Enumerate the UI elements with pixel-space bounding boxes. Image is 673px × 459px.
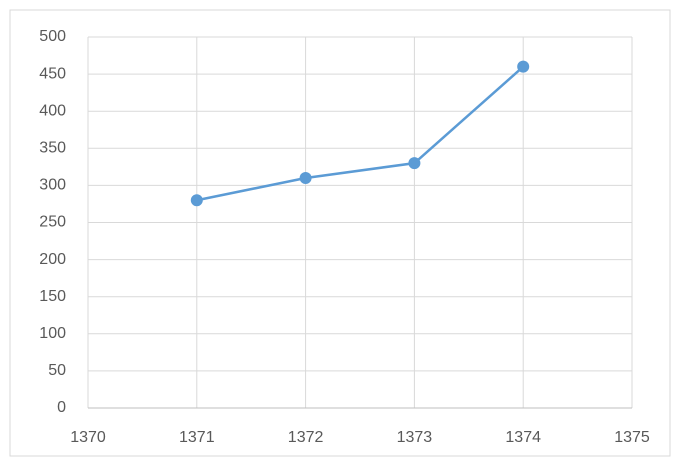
chart: 0 50 100 150 200 250 300 350 400 450 500 1370 1371 13… [0, 0, 673, 459]
marker [517, 61, 529, 73]
chart-frame [10, 10, 670, 456]
marker [408, 157, 420, 169]
y-tick-label: 300 [39, 177, 66, 194]
x-tick-label: 1374 [505, 429, 541, 446]
y-tick-label: 250 [39, 214, 66, 231]
y-tick-label: 450 [39, 65, 66, 82]
y-tick-label: 350 [39, 140, 66, 157]
marker [191, 194, 203, 206]
x-tick-label: 1370 [70, 429, 106, 446]
x-tick-label: 1371 [179, 429, 215, 446]
x-tick-label: 1373 [397, 429, 433, 446]
y-tick-label: 500 [39, 28, 66, 45]
marker [300, 172, 312, 184]
y-tick-label: 150 [39, 288, 66, 305]
y-tick-label: 100 [39, 325, 66, 342]
x-tick-label: 1372 [288, 429, 324, 446]
y-tick-label: 0 [57, 399, 66, 416]
y-tick-label: 50 [48, 362, 66, 379]
y-tick-label: 400 [39, 102, 66, 119]
x-tick-label: 1375 [614, 429, 650, 446]
y-tick-label: 200 [39, 251, 66, 268]
